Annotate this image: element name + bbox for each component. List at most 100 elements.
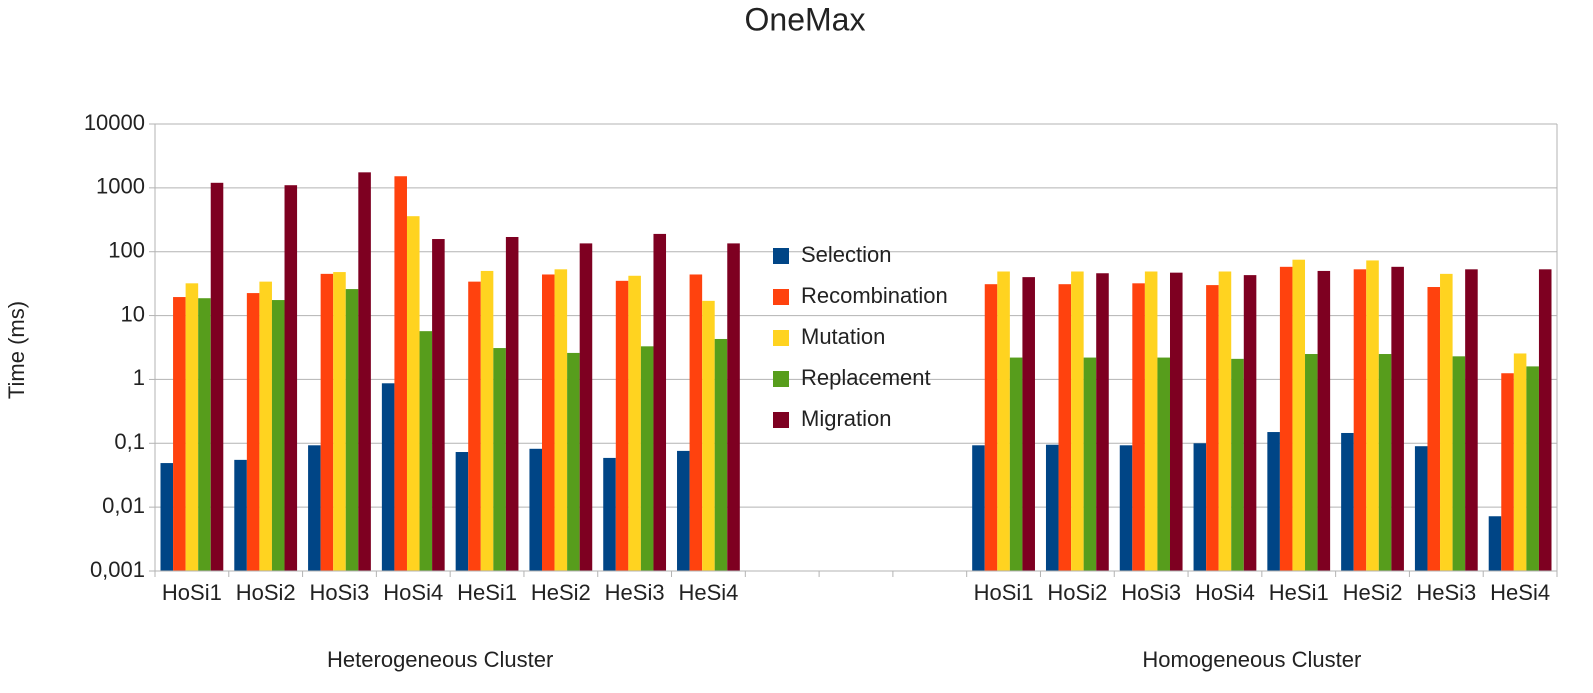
x-tick-label: HoSi1: [162, 580, 222, 605]
bar: [1267, 432, 1280, 571]
legend-label: Mutation: [801, 324, 885, 349]
bar: [185, 283, 199, 571]
bar: [1538, 269, 1552, 571]
legend-label: Replacement: [801, 365, 931, 390]
legend-label: Migration: [801, 406, 891, 431]
y-tick-label: 0,1: [114, 429, 145, 454]
bar: [1366, 260, 1379, 571]
bar: [579, 243, 593, 571]
y-tick-label: 100: [108, 238, 145, 263]
bar: [640, 346, 654, 571]
bar: [210, 182, 224, 572]
bar: [603, 457, 616, 571]
legend-label: Selection: [801, 242, 892, 267]
bar: [1045, 444, 1059, 571]
bar: [1465, 269, 1478, 571]
bar: [1513, 353, 1527, 571]
bar: [246, 293, 260, 571]
bar: [997, 271, 1010, 571]
bar: [1488, 516, 1502, 571]
bar: [455, 452, 469, 571]
legend-label: Recombination: [801, 283, 948, 308]
x-tick-label: HeSi3: [605, 580, 665, 605]
bar: [1096, 273, 1109, 571]
bar: [381, 383, 395, 571]
bar: [1440, 273, 1453, 571]
bar: [1317, 270, 1331, 571]
x-tick-label: HeSi1: [1269, 580, 1329, 605]
bar: [1414, 446, 1428, 571]
bar: [1193, 443, 1207, 571]
y-tick-label: 10: [121, 301, 145, 326]
bar: [1292, 259, 1306, 571]
bar: [320, 273, 334, 571]
bar: [628, 275, 641, 571]
bar: [173, 297, 186, 571]
bar: [1341, 432, 1354, 571]
bar: [1452, 356, 1466, 571]
bar: [160, 463, 174, 571]
bar: [1378, 354, 1392, 571]
bar: [615, 280, 629, 571]
bar: [468, 281, 481, 571]
y-tick-label: 0,01: [102, 493, 145, 518]
bar: [542, 274, 555, 571]
bar: [1279, 266, 1293, 571]
bar: [1009, 357, 1023, 571]
bar: [1526, 366, 1539, 571]
bar: [1243, 275, 1257, 571]
bar: [972, 445, 985, 571]
bar: [394, 176, 407, 572]
bar: [358, 172, 371, 571]
group-label: Heterogeneous Cluster: [327, 647, 553, 672]
bar: [1132, 283, 1145, 571]
bar: [554, 269, 568, 571]
x-tick-label: HeSi2: [1343, 580, 1403, 605]
legend-swatch: [773, 371, 789, 387]
bar: [1169, 272, 1183, 571]
x-tick-label: HoSi2: [236, 580, 296, 605]
bar: [419, 331, 433, 571]
x-tick-label: HeSi2: [531, 580, 591, 605]
bar: [702, 300, 715, 571]
bar: [1071, 271, 1084, 571]
chart-title: OneMax: [745, 1, 866, 37]
y-tick-label: 1: [133, 365, 145, 390]
bar: [1231, 358, 1244, 571]
y-tick-label: 1000: [96, 174, 145, 199]
x-tick-label: HoSi4: [1195, 580, 1255, 605]
bar: [345, 289, 359, 571]
y-axis-title: Time (ms): [4, 301, 29, 399]
bar: [1157, 357, 1170, 571]
x-tick-label: HeSi3: [1416, 580, 1476, 605]
bar: [677, 450, 690, 571]
y-tick-label: 0,001: [90, 557, 145, 582]
bar: [308, 445, 321, 571]
x-tick-label: HeSi4: [678, 580, 738, 605]
bar: [284, 185, 298, 571]
bar: [1206, 285, 1219, 571]
bar: [406, 216, 420, 571]
bar: [480, 270, 494, 571]
x-tick-label: HoSi2: [1047, 580, 1107, 605]
bar: [198, 298, 211, 571]
legend-swatch: [773, 289, 789, 305]
bar: [689, 274, 703, 571]
x-tick-label: HeSi4: [1490, 580, 1550, 605]
bar: [1501, 373, 1514, 571]
x-tick-label: HeSi1: [457, 580, 517, 605]
bar: [234, 459, 247, 571]
bar: [1022, 277, 1035, 571]
x-tick-label: HoSi3: [310, 580, 370, 605]
bar: [505, 236, 519, 571]
legend-swatch: [773, 330, 789, 346]
legend-swatch: [773, 412, 789, 428]
legend-swatch: [773, 248, 789, 264]
y-tick-label: 10000: [84, 110, 145, 135]
bar: [271, 300, 285, 571]
bar: [984, 284, 998, 571]
bar: [1119, 445, 1133, 571]
bar: [529, 448, 543, 571]
x-tick-label: HoSi3: [1121, 580, 1181, 605]
